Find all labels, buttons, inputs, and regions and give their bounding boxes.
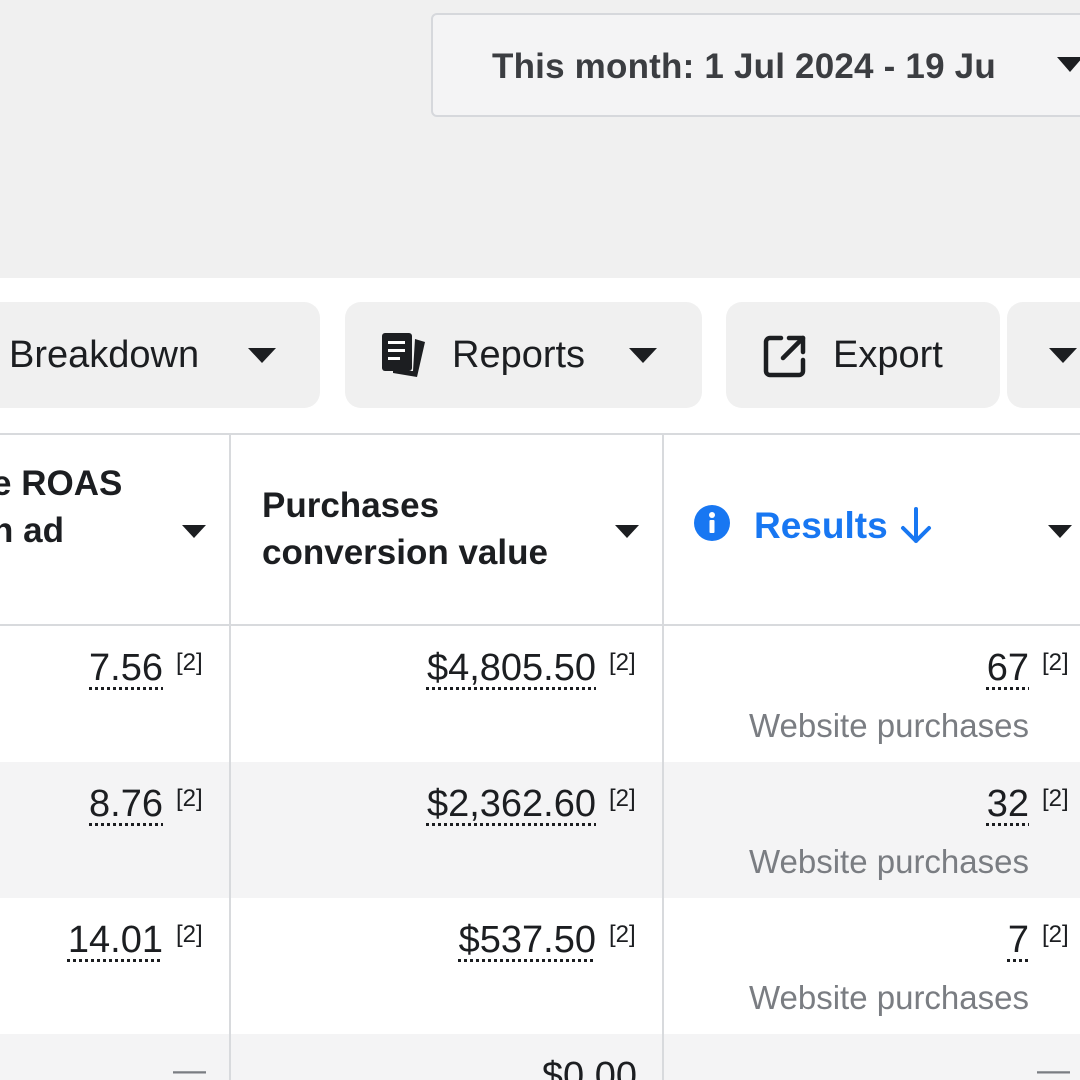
header-purchases-line1: Purchases	[262, 486, 440, 525]
results-value: —	[1037, 1051, 1070, 1080]
export-button[interactable]: Export	[726, 302, 1000, 408]
breakdown-label: Breakdown	[9, 334, 200, 376]
results-type: Website purchases	[748, 843, 1029, 880]
table-top-border	[0, 433, 1080, 435]
results-table: e ROAS n ad Purchases conversion value R…	[0, 433, 1080, 1080]
roas-value[interactable]: 8.76	[89, 783, 163, 825]
chevron-down-icon[interactable]	[1048, 525, 1072, 539]
roas-value[interactable]: 7.56	[89, 647, 163, 689]
results-type: Website purchases	[748, 979, 1029, 1016]
arrow-down-icon[interactable]	[898, 507, 934, 545]
attribution-marker: [2]	[1042, 921, 1069, 948]
roas-value: —	[173, 1051, 206, 1080]
column-divider	[229, 433, 231, 1080]
results-value[interactable]: 7	[1007, 919, 1029, 961]
breakdown-button[interactable]: Breakdown	[0, 302, 320, 408]
export-options-button[interactable]	[1007, 302, 1080, 408]
header-roas-line1: e ROAS	[0, 464, 123, 503]
table-row[interactable]	[0, 762, 1080, 898]
conversion-value[interactable]: $4,805.50	[426, 647, 596, 689]
table-row[interactable]	[0, 626, 1080, 762]
conversion-value[interactable]: $2,362.60	[426, 783, 596, 825]
conversion-value[interactable]: $0.00	[541, 1055, 637, 1080]
reports-label: Reports	[452, 334, 586, 376]
header-roas-line2: n ad	[0, 511, 64, 550]
export-label: Export	[833, 334, 943, 376]
external-link-icon	[763, 335, 806, 378]
attribution-marker: [2]	[176, 649, 203, 676]
attribution-marker: [2]	[609, 921, 636, 948]
column-divider	[662, 433, 664, 1080]
results-type: Website purchases	[748, 707, 1029, 744]
results-value[interactable]: 32	[986, 783, 1029, 825]
roas-value[interactable]: 14.01	[67, 919, 163, 961]
attribution-marker: [2]	[176, 785, 203, 812]
results-value[interactable]: 67	[986, 647, 1029, 689]
reports-button[interactable]: Reports	[345, 302, 702, 408]
caret-down-icon	[1057, 57, 1080, 72]
chevron-down-icon	[1049, 348, 1077, 363]
attribution-marker: [2]	[1042, 785, 1069, 812]
date-range-label: This month: 1 Jul 2024 - 19 Ju	[492, 47, 996, 86]
header-purchases-line2: conversion value	[262, 533, 548, 572]
attribution-marker: [2]	[609, 785, 636, 812]
table-row[interactable]	[0, 1034, 1080, 1080]
chevron-down-icon[interactable]	[615, 525, 639, 539]
attribution-marker: [2]	[176, 921, 203, 948]
header-results-label: Results	[754, 505, 888, 546]
date-range-picker[interactable]: This month: 1 Jul 2024 - 19 Ju	[431, 13, 1080, 117]
chevron-down-icon	[248, 348, 276, 363]
info-icon[interactable]	[694, 505, 730, 541]
table-row[interactable]	[0, 898, 1080, 1034]
attribution-marker: [2]	[1042, 649, 1069, 676]
conversion-value[interactable]: $537.50	[458, 919, 596, 961]
reports-icon	[382, 333, 425, 377]
chevron-down-icon	[629, 348, 657, 363]
header-divider	[0, 624, 1080, 626]
chevron-down-icon[interactable]	[182, 525, 206, 539]
attribution-marker: [2]	[609, 649, 636, 676]
